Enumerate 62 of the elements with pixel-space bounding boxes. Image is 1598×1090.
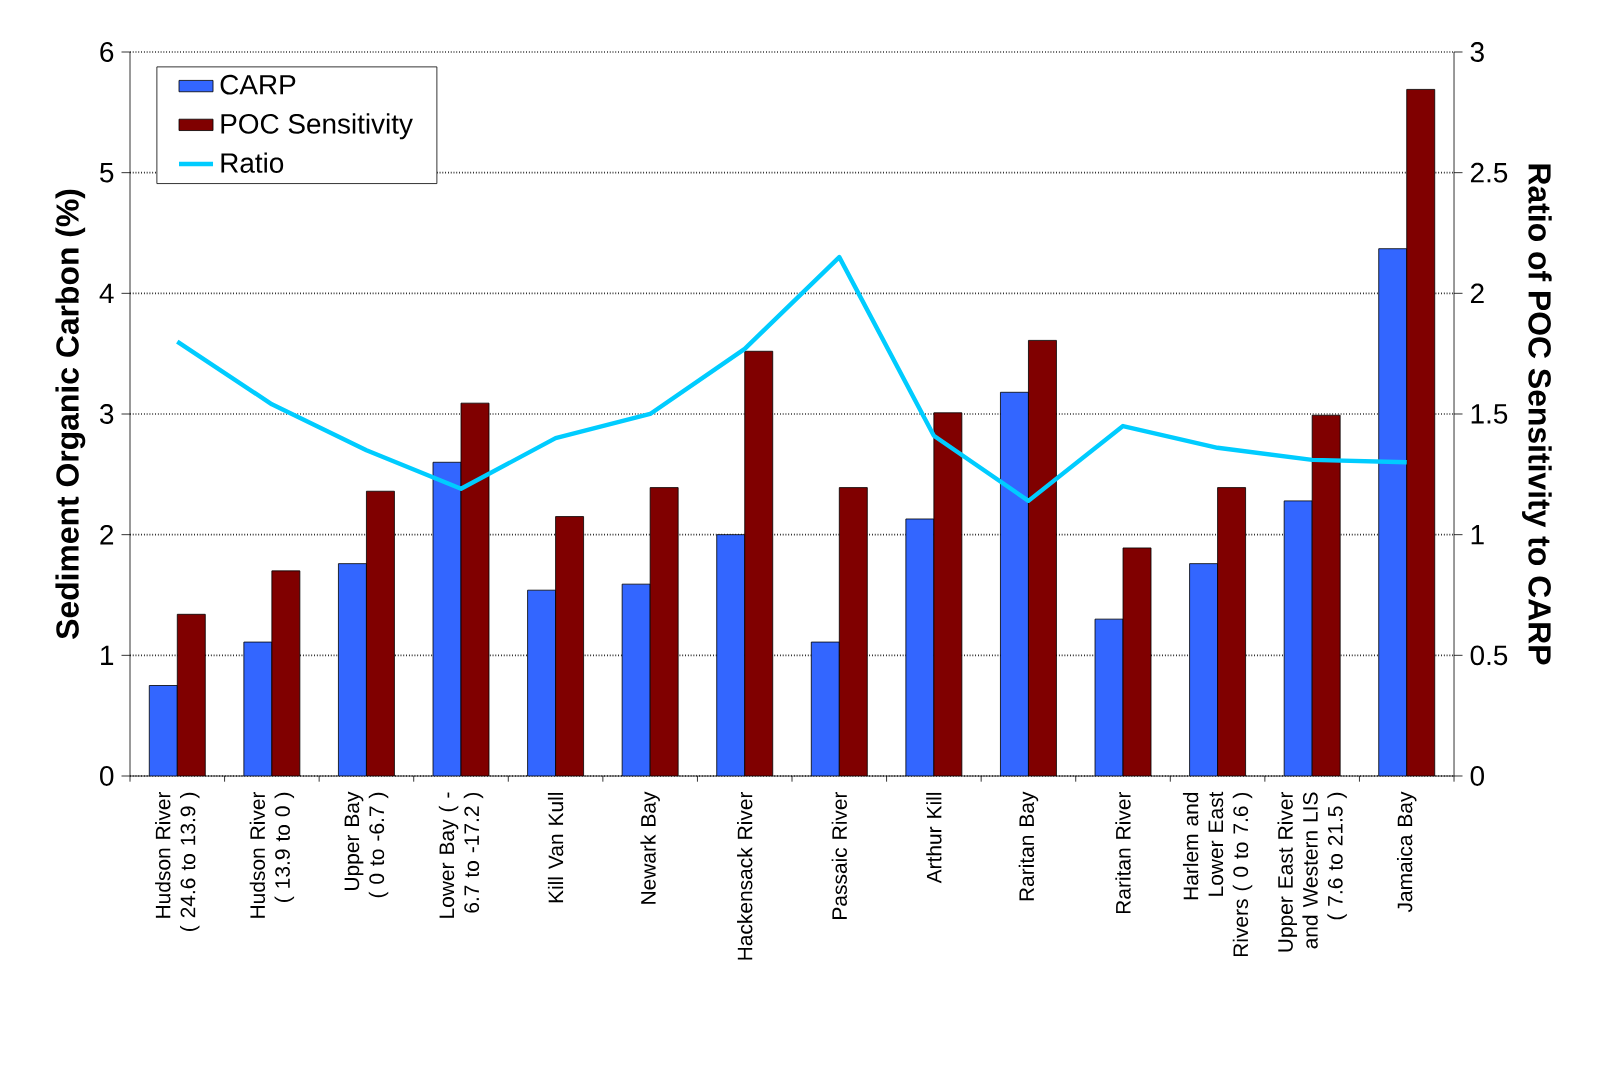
y2-tick-label: 2	[1470, 283, 1484, 304]
x-tick-label: Upper Bay ( 0 to -6.7 )	[344, 791, 389, 898]
bar	[716, 534, 745, 776]
x-tick-label: Newark Bay	[640, 791, 660, 904]
bar	[461, 403, 490, 776]
line-series	[175, 254, 1409, 504]
bar	[811, 642, 840, 776]
y2-tick-label: 0.5	[1470, 645, 1508, 666]
bar	[338, 563, 367, 776]
y-tick-label: 2	[100, 524, 114, 545]
y2-tick-label: 2.5	[1470, 162, 1508, 183]
bar	[366, 491, 395, 776]
bar	[839, 487, 868, 776]
x-tick-label: Raritan River	[1115, 791, 1131, 914]
y2-axis-title: Ratio of POC Sensitivity to CARP	[1522, 164, 1552, 665]
legend-label: CARP	[220, 74, 296, 95]
legend-label: Ratio	[221, 152, 284, 173]
bar	[177, 614, 206, 776]
bar	[1217, 487, 1246, 776]
y-tick-label: 6	[100, 42, 114, 62]
bar	[622, 584, 651, 776]
x-tick-label: Hudson River ( 24.6 to 13.9 )	[155, 791, 200, 931]
legend-label: POC Sensitivity	[221, 113, 413, 140]
x-tick-label: Arthur Kill	[926, 792, 942, 884]
bar	[149, 685, 178, 776]
bar	[1028, 340, 1057, 776]
bar	[1284, 500, 1313, 776]
y-tick-label: 3	[100, 404, 114, 424]
bar	[527, 590, 556, 776]
y-tick-label: 5	[100, 162, 114, 183]
y-axis-title: Sediment Organic Carbon (%)	[55, 189, 86, 639]
bar	[905, 518, 934, 776]
bar	[650, 487, 679, 776]
bar	[1000, 392, 1029, 776]
bar	[1189, 563, 1218, 776]
x-tick-label: Kill Van Kull	[547, 792, 564, 903]
bar	[271, 570, 300, 776]
x-tick-label: Passaic River	[831, 791, 847, 919]
y-tick-label: 0	[100, 766, 114, 786]
y-tick-label: 1	[101, 645, 114, 665]
bar	[933, 412, 962, 776]
x-tick-label: Upper East River and Western LIS ( 7.6 to 21.5 )	[1277, 791, 1347, 952]
bar	[1378, 248, 1408, 776]
x-tick-label: Jamaica Bay	[1396, 791, 1417, 913]
bar	[1095, 619, 1124, 776]
y2-tick-label: 1.5	[1471, 404, 1508, 424]
bar	[555, 516, 584, 776]
bar	[1312, 415, 1341, 776]
bar	[1406, 89, 1436, 776]
bar	[1123, 547, 1152, 776]
x-tick-label: Harlem and Lower East Rivers ( 0 to 7.6 )	[1182, 791, 1253, 957]
bar	[243, 642, 272, 776]
x-tick-label: Lower Bay ( -6.7 to -17.2 )	[438, 792, 484, 918]
y2-tick-label: 3	[1470, 42, 1484, 62]
bar	[744, 351, 773, 776]
bar	[433, 462, 462, 776]
x-tick-label: Hackensack River	[737, 791, 753, 960]
y-tick-label: 4	[99, 283, 114, 303]
y2-tick-label: 0	[1470, 766, 1484, 786]
x-tick-label: Raritan Bay	[1018, 791, 1039, 901]
x-tick-label: Hudson River ( 13.9 to 0 )	[249, 791, 295, 918]
y2-tick-label: 1	[1471, 525, 1484, 545]
